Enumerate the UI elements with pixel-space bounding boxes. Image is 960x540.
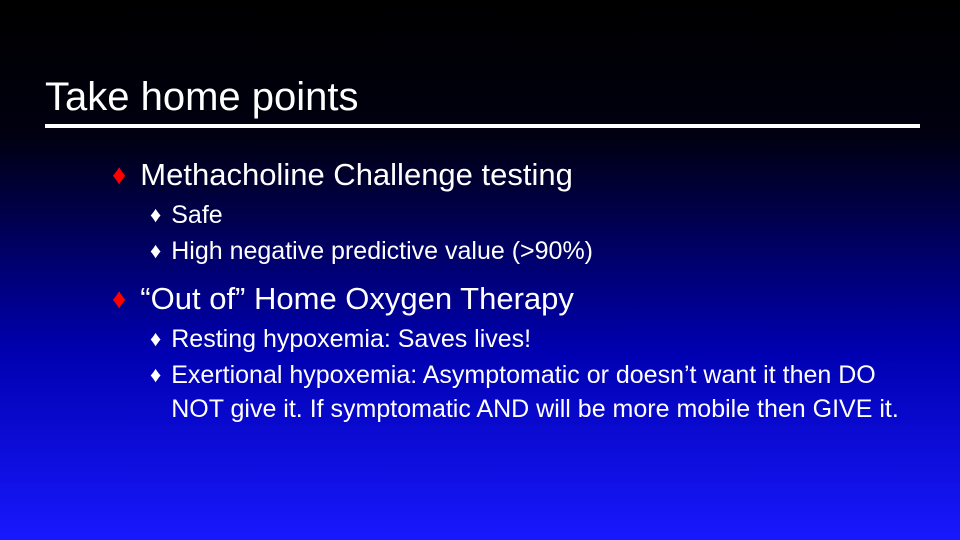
list-item: ♦ Methacholine Challenge testing <box>112 156 900 195</box>
list-subitem-label: High negative predictive value (>90%) <box>171 235 900 269</box>
list-subitem-label: Safe <box>171 199 900 233</box>
list-item-label: “Out of” Home Oxygen Therapy <box>140 280 574 319</box>
diamond-icon: ♦ <box>112 156 126 194</box>
page-title: Take home points <box>45 70 920 124</box>
list-subitem: ♦ Exertional hypoxemia: Asymptomatic or … <box>150 359 900 427</box>
slide: Take home points ♦ Methacholine Challeng… <box>0 0 960 540</box>
diamond-icon: ♦ <box>150 235 161 267</box>
diamond-icon: ♦ <box>150 199 161 231</box>
list-subitem: ♦ Safe <box>150 199 900 233</box>
list-subitem: ♦ Resting hypoxemia: Saves lives! <box>150 323 900 357</box>
diamond-icon: ♦ <box>150 323 161 355</box>
list-item-label: Methacholine Challenge testing <box>140 156 573 195</box>
list-subitem: ♦ High negative predictive value (>90%) <box>150 235 900 269</box>
list-subitem-label: Exertional hypoxemia: Asymptomatic or do… <box>171 359 900 427</box>
diamond-icon: ♦ <box>112 280 126 318</box>
title-underline: Take home points <box>45 70 920 128</box>
list-subitem-label: Resting hypoxemia: Saves lives! <box>171 323 900 357</box>
diamond-icon: ♦ <box>150 359 161 391</box>
content-area: ♦ Methacholine Challenge testing ♦ Safe … <box>112 156 900 426</box>
list-item: ♦ “Out of” Home Oxygen Therapy <box>112 280 900 319</box>
